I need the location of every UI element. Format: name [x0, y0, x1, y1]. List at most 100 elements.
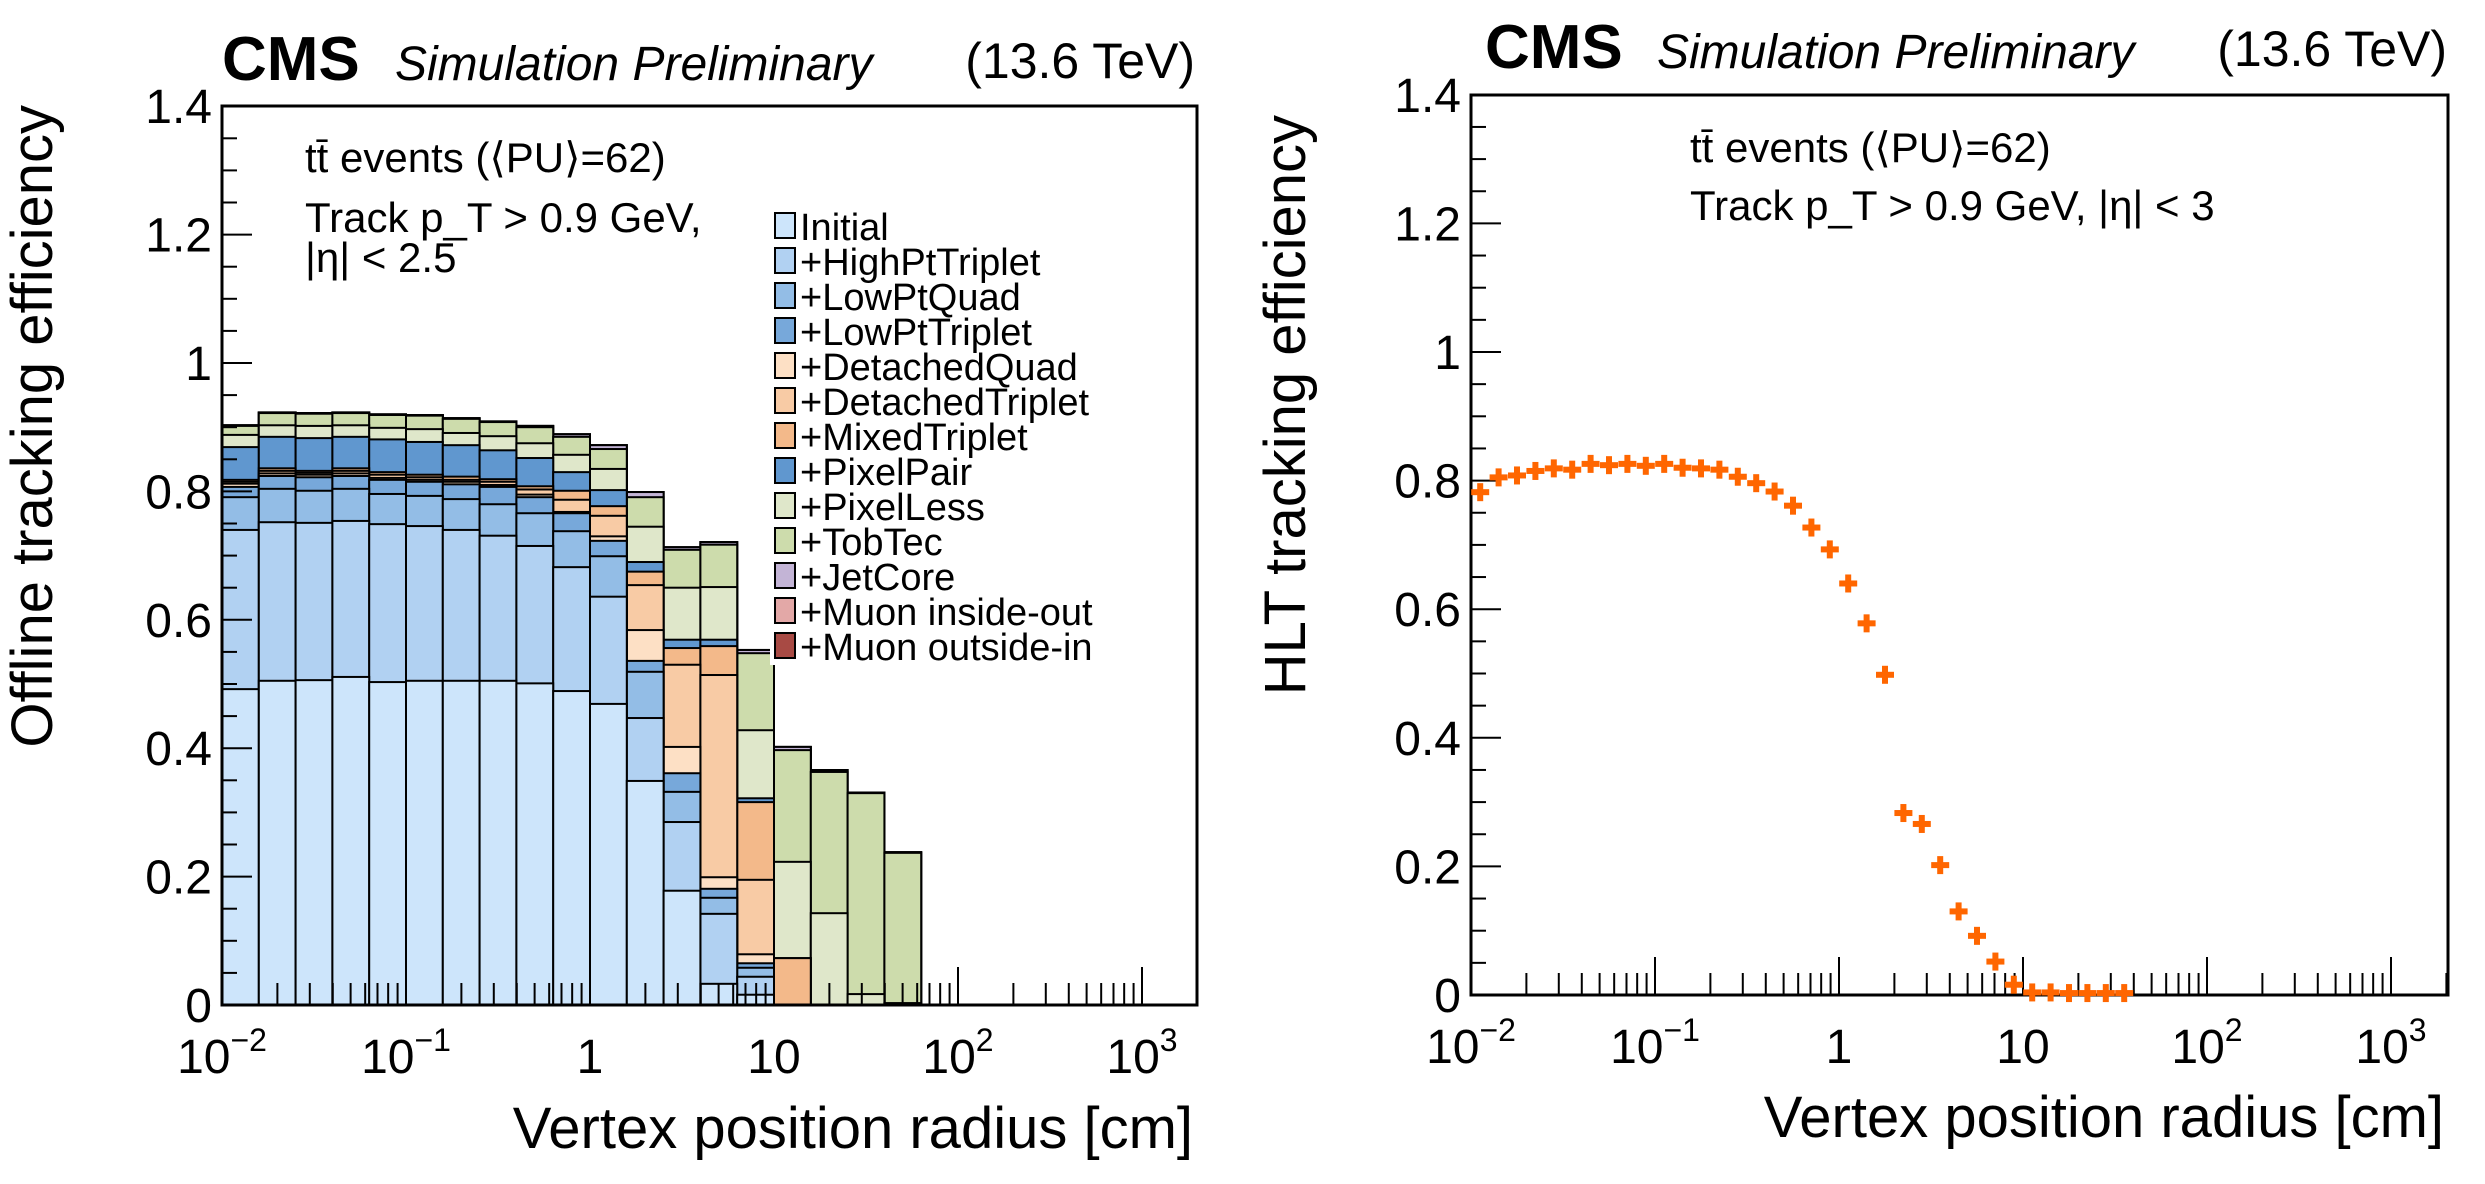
legend-swatch [774, 457, 796, 484]
legend-label: +LowPtTriplet [800, 312, 1032, 354]
legend-label: +DetachedQuad [800, 347, 1078, 389]
data-point [2004, 975, 2023, 994]
legend-swatch [774, 422, 796, 449]
legend-label: +HighPtTriplet [800, 242, 1041, 284]
legend-label: +Muon inside-out [800, 592, 1093, 634]
histogram-bar [662, 889, 702, 1006]
legend-item: +LowPtQuad [774, 277, 1021, 319]
histogram-bar [773, 957, 812, 1006]
legend-swatch [774, 387, 796, 414]
x-tick-labels: 10−2 10−1 1 10 102 103 [177, 1022, 1178, 1084]
legend-label: +PixelPair [800, 452, 972, 494]
x-axis-title: Vertex position radius [cm] [1764, 1085, 2444, 1150]
data-point [1949, 902, 1968, 921]
legend-swatch [774, 212, 796, 239]
legend-swatch [774, 352, 796, 379]
annotation-events: tt̄ events (⟨PU⟩=62) [305, 134, 666, 181]
y-tick-label: 0.6 [145, 595, 212, 648]
data-point [1912, 814, 1931, 833]
x-tick-label: 1 [577, 1031, 604, 1084]
data-point [2060, 984, 2078, 1003]
data-point [2115, 984, 2134, 1003]
y-axis-title: HLT tracking efficiency [1253, 115, 1318, 695]
y-tick-labels: 0 0.2 0.4 0.6 0.8 1 1.2 1.4 [145, 81, 212, 1033]
legend-swatch [774, 527, 796, 554]
annotation-eta-cut: |η| < 2.5 [305, 234, 456, 281]
data-point [1526, 461, 1545, 480]
legend-item: +DetachedQuad [774, 347, 1078, 389]
y-tick-label: 0.8 [1394, 456, 1461, 509]
stacked-histogram [221, 411, 923, 1007]
data-point [2023, 983, 2042, 1002]
data-point [1636, 456, 1655, 475]
y-tick-label: 1.4 [1394, 70, 1461, 123]
header-experiment: CMS [222, 25, 360, 94]
legend-swatch [774, 492, 796, 519]
hlt-efficiency-plot: 0 0.2 0.4 0.6 0.8 1 1.2 1.4 10−2 10−1 1 10 102 103 C… [1253, 13, 2450, 1150]
data-point [1618, 454, 1637, 473]
data-point [1784, 496, 1802, 515]
data-point [1489, 468, 1508, 487]
offline-efficiency-plot: 0 0.2 0.4 0.6 0.8 1 1.2 1.4 10−2 10−1 1 10 102 103 C… [0, 25, 1199, 1161]
x-tick-label: 102 [922, 1022, 993, 1084]
x-tick-label: 103 [1106, 1022, 1177, 1084]
legend-label: +MixedTriplet [800, 417, 1028, 459]
header-energy: (13.6 TeV) [965, 33, 1195, 89]
data-point [1581, 454, 1600, 473]
legend-item: +TobTec [774, 522, 943, 564]
histogram-bar [331, 675, 371, 1006]
y-tick-label: 1.2 [145, 210, 212, 263]
data-point [1820, 540, 1839, 559]
y-tick-label: 0.2 [1394, 841, 1461, 894]
data-point [1544, 459, 1563, 478]
legend-label: +JetCore [800, 557, 955, 599]
x-tick-label: 10−1 [361, 1022, 451, 1084]
y-tick-label: 0.6 [1394, 584, 1461, 637]
y-tick-label: 1.4 [145, 81, 212, 134]
data-point [1600, 456, 1618, 475]
x-tick-label: 10−2 [1426, 1012, 1516, 1074]
histogram-bar [221, 688, 260, 1006]
legend-label: +LowPtQuad [800, 277, 1021, 319]
y-tick-labels: 0 0.2 0.4 0.6 0.8 1 1.2 1.4 [1394, 70, 1461, 1023]
legend-item: +PixelLess [774, 487, 985, 529]
data-point [1839, 574, 1858, 593]
legend-swatch [774, 562, 796, 589]
data-point [1802, 518, 1821, 537]
data-point [2041, 983, 2060, 1002]
x-tick-label: 102 [2171, 1012, 2242, 1074]
legend: Initial+HighPtTriplet+LowPtQuad+LowPtTri… [770, 205, 1190, 669]
y-tick-label: 0 [185, 980, 212, 1033]
legend-item: +PixelPair [774, 452, 972, 494]
legend-swatch [774, 632, 796, 659]
data-point [1765, 482, 1784, 501]
histogram-bar [625, 779, 665, 1007]
histogram-bar [368, 681, 408, 1006]
data-point [1710, 460, 1729, 479]
legend-swatch [774, 282, 796, 309]
y-tick-label: 0 [1434, 970, 1461, 1023]
annotation-pt-cut: Track p_T > 0.9 GeV, [305, 194, 702, 241]
legend-background [770, 205, 1190, 665]
x-tick-label: 10 [1996, 1021, 2049, 1074]
x-tick-label: 10−1 [1610, 1012, 1700, 1074]
y-tick-label: 0.2 [145, 852, 212, 905]
x-tick-label: 1 [1826, 1021, 1853, 1074]
data-point [1968, 926, 1986, 945]
histogram-bar [294, 679, 334, 1006]
series-initial [221, 675, 776, 1007]
data-point [1728, 467, 1747, 486]
annotation-cuts: Track p_T > 0.9 GeV, |η| < 3 [1690, 182, 2215, 229]
annotation-events: tt̄ events (⟨PU⟩=62) [1690, 124, 2051, 171]
legend-item: Initial [774, 207, 889, 249]
data-point [2078, 984, 2097, 1003]
data-point [1931, 856, 1950, 875]
histogram-bar [552, 690, 592, 1006]
legend-label: +PixelLess [800, 487, 985, 529]
legend-item: +MixedTriplet [774, 417, 1028, 459]
data-point [1747, 474, 1766, 493]
legend-item: +HighPtTriplet [774, 242, 1041, 284]
histogram-bar [515, 682, 555, 1006]
data-point [1894, 804, 1913, 823]
x-tick-labels: 10−2 10−1 1 10 102 103 [1426, 1012, 2427, 1074]
